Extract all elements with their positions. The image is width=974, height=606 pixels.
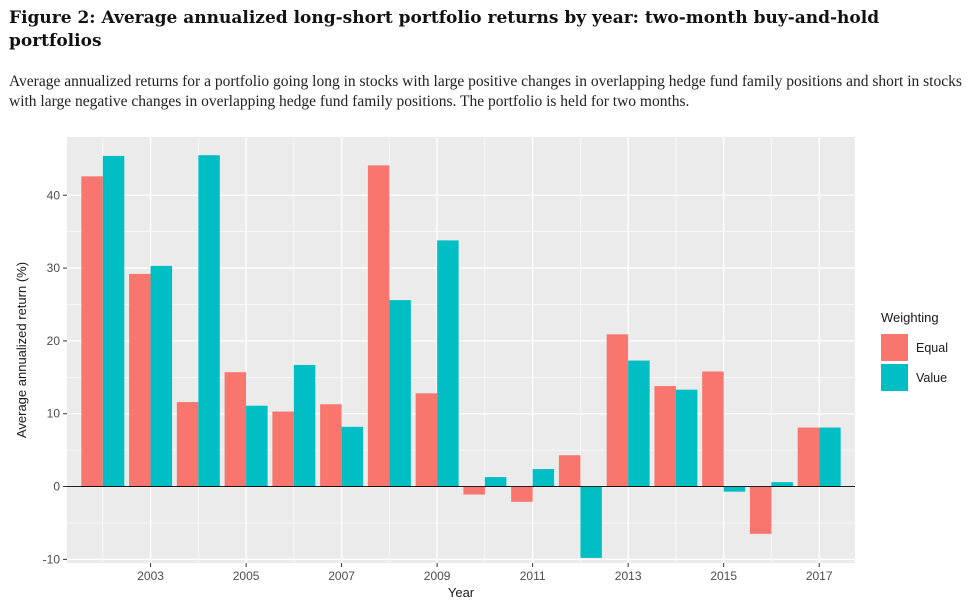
bar-equal-2013 (606, 334, 629, 487)
legend-key-equal (881, 334, 908, 361)
bar-equal-2007 (320, 404, 342, 487)
y-tick-label: 40 (47, 188, 61, 202)
x-tick-label: 2009 (424, 569, 451, 583)
bar-value-2005 (246, 405, 268, 487)
legend-label-equal: Equal (916, 341, 948, 355)
x-tick-label: 2007 (328, 569, 355, 583)
y-tick-label: 10 (47, 407, 61, 421)
bar-value-2004 (198, 155, 220, 487)
bar-value-2008 (389, 300, 411, 487)
bar-equal-2016 (749, 486, 772, 534)
x-axis-title: Year (448, 585, 475, 600)
bar-value-2007 (341, 426, 364, 487)
y-tick-label: 0 (53, 480, 60, 494)
bar-value-2006 (293, 364, 316, 487)
bar-equal-2004 (176, 402, 199, 487)
plot-panel (67, 137, 855, 563)
bar-equal-2009 (415, 393, 438, 487)
bar-equal-2003 (129, 273, 151, 487)
legend-label-value: Value (916, 371, 947, 385)
x-tick-label: 2003 (137, 569, 164, 583)
x-tick-label: 2017 (806, 569, 833, 583)
bar-value-2003 (150, 265, 173, 487)
figure-caption: Average annualized returns for a portfol… (9, 73, 962, 110)
bar-equal-2010 (463, 486, 485, 495)
bar-value-2009 (437, 240, 459, 487)
bar-equal-2015 (702, 371, 724, 487)
bar-value-2011 (532, 469, 555, 487)
bar-equal-2014 (654, 386, 676, 487)
bar-equal-2006 (272, 411, 294, 487)
figure-title: Figure 2: Average annualized long-short … (9, 8, 880, 51)
legend-title: Weighting (881, 310, 939, 325)
y-tick-label: 30 (47, 261, 61, 275)
bar-equal-2008 (367, 165, 390, 487)
bar-equal-2011 (511, 486, 533, 502)
bar-value-2013 (628, 360, 650, 487)
bar-value-2002 (102, 155, 125, 487)
y-tick-label: -10 (43, 552, 61, 566)
x-tick-label: 2015 (710, 569, 737, 583)
legend-key-value (881, 364, 908, 391)
x-tick-label: 2005 (233, 569, 260, 583)
bar-equal-2002 (81, 176, 103, 487)
y-axis-title: Average annualized return (%) (14, 262, 29, 438)
bar-equal-2017 (797, 427, 820, 487)
bar-value-2014 (675, 389, 698, 487)
x-tick-label: 2011 (520, 569, 546, 583)
bar-value-2017 (819, 427, 841, 487)
bar-value-2016 (771, 482, 793, 487)
y-tick-label: 20 (47, 334, 61, 348)
bar-equal-2012 (558, 455, 581, 487)
bar-value-2010 (484, 477, 507, 487)
x-tick-label: 2013 (615, 569, 642, 583)
bar-equal-2005 (224, 372, 247, 487)
bar-value-2015 (723, 486, 746, 492)
bar-value-2012 (580, 486, 602, 558)
